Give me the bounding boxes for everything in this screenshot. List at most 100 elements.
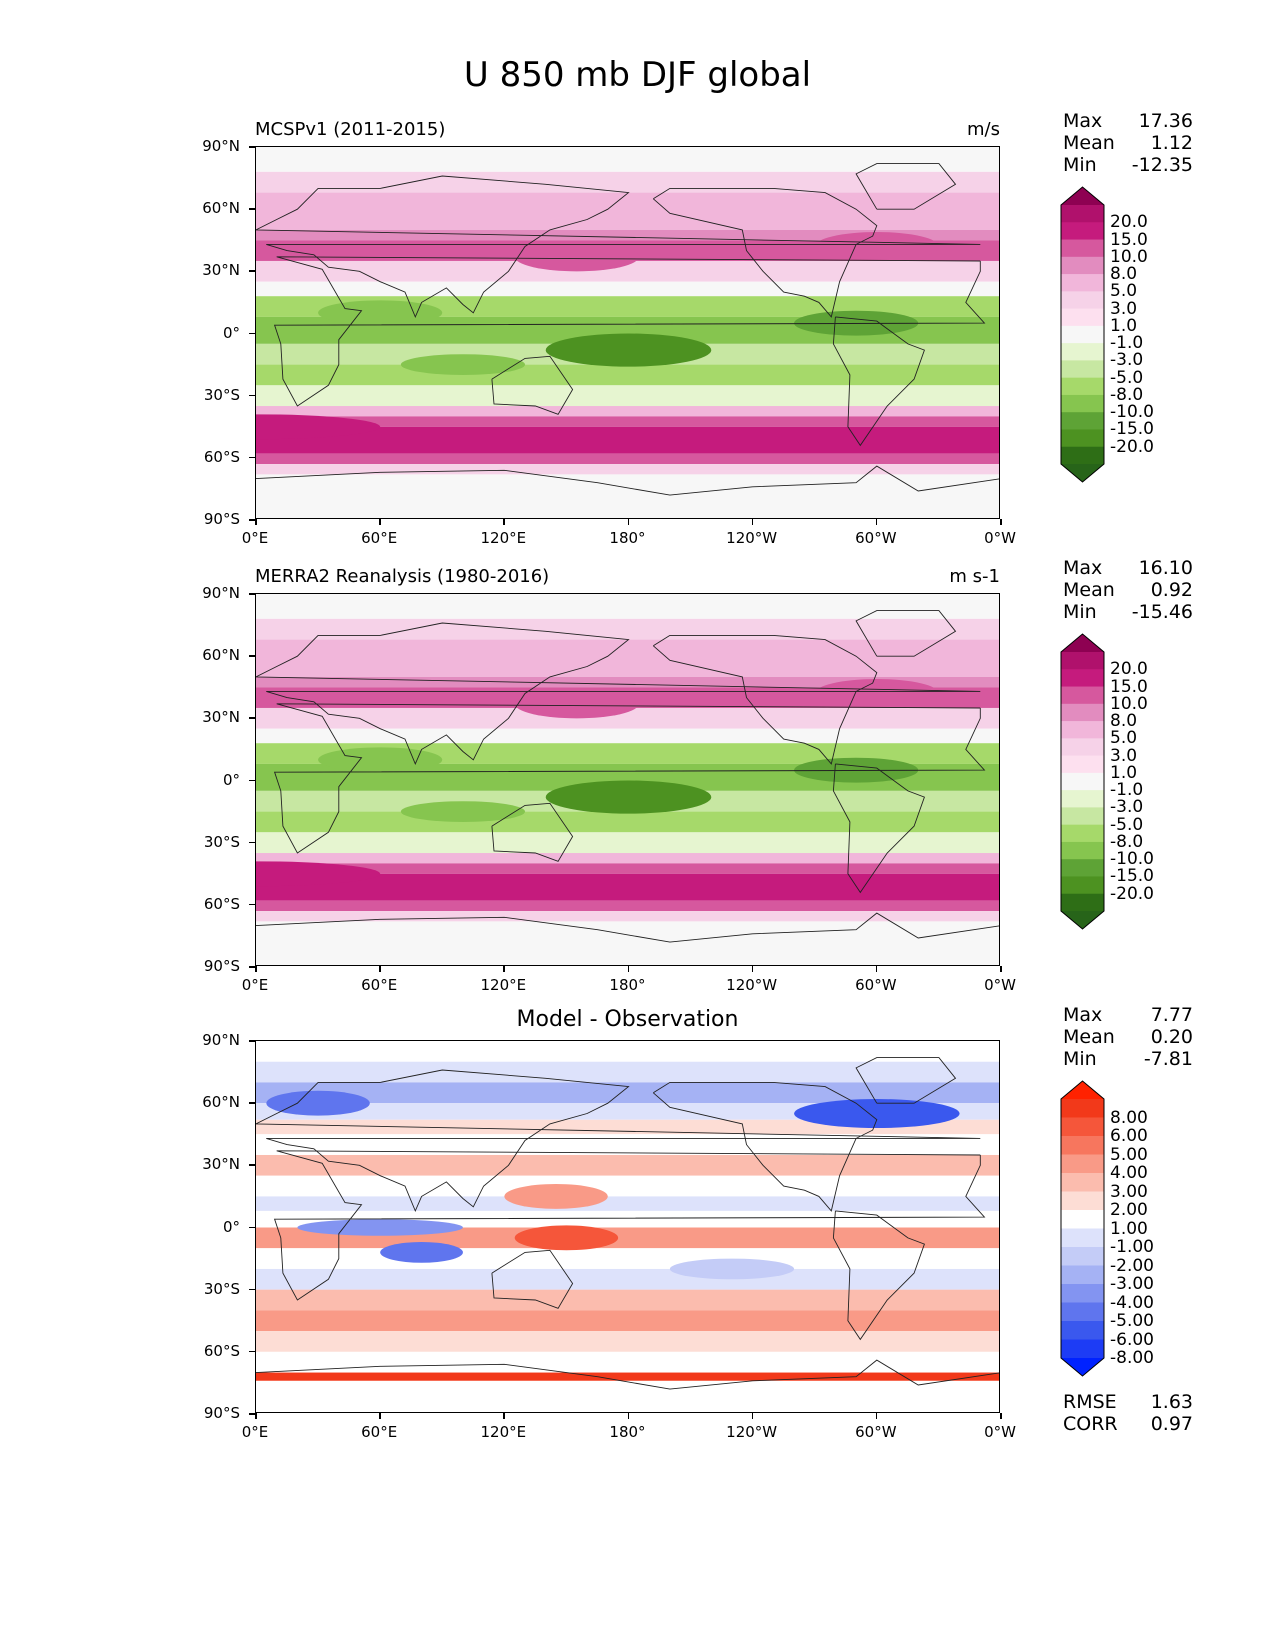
colorbar-tick-label: 2.00: [1110, 1200, 1148, 1220]
colorbar-tick-label: 8.00: [1110, 1107, 1148, 1128]
contour-blob: [256, 861, 381, 887]
colorbar-segment: [1061, 652, 1104, 670]
colorbar-tick-label: -5.0: [1110, 814, 1144, 835]
colorbar-segment: [1061, 1136, 1104, 1155]
lon-tick-label: 0°E: [241, 976, 269, 994]
colorbar-tick-label: -5.0: [1110, 367, 1144, 388]
colorbar-segment: [1061, 859, 1104, 877]
coastline: [855, 1057, 957, 1104]
stat-row: CORR 0.97: [1063, 1413, 1193, 1435]
coastline: [653, 187, 878, 318]
lon-tick-label: 0°E: [241, 1423, 269, 1441]
lon-tick: [255, 519, 257, 525]
colorbar-segment: [1061, 412, 1104, 430]
contour-blob: [400, 354, 526, 375]
stat-label: Min: [1063, 154, 1097, 176]
contour-blob: [669, 1258, 795, 1280]
contour-band: [256, 1175, 999, 1197]
contour-band: [256, 1196, 999, 1211]
colorbar-segment: [1061, 1358, 1104, 1376]
colorbar-segment: [1061, 876, 1104, 895]
stat-row: Min -12.35: [1063, 154, 1193, 176]
colorbar-segment: [1061, 360, 1104, 379]
lat-tick-label: 30°S: [203, 832, 240, 851]
coastline: [273, 1150, 986, 1301]
coastline: [273, 703, 986, 854]
contour-band: [256, 464, 999, 475]
colorbar-tick-label: 3.0: [1110, 745, 1138, 766]
colorbar-tick-label: -20.0: [1110, 436, 1154, 457]
lon-tick-label: 60°E: [361, 976, 398, 994]
colorbar-tick-label: 8.0: [1110, 264, 1138, 285]
lon-tick: [1000, 966, 1002, 972]
lon-tick-label: 120°W: [726, 529, 778, 547]
colorbar-segment: [1061, 1302, 1104, 1322]
colorbar-segment: [1061, 824, 1104, 843]
map-panel: [255, 593, 1000, 966]
lat-tick: [249, 779, 255, 781]
colorbar-segment: [1061, 291, 1104, 310]
contour-band: [256, 618, 999, 640]
colorbar-tick-label: -1.0: [1110, 780, 1144, 801]
lat-tick-label: 30°N: [202, 261, 240, 280]
contour-band: [256, 1248, 999, 1269]
colorbar-segment: [1061, 1117, 1104, 1137]
lat-tick: [249, 456, 255, 459]
colorbar-tick-label: 4.00: [1110, 1163, 1148, 1183]
stats-box: Max 17.36 Mean 1.12 Min -12.35: [1063, 110, 1193, 176]
lat-tick-label: 0°: [222, 770, 240, 789]
contour-band: [256, 364, 999, 386]
colorbar-segment: [1061, 790, 1104, 808]
contour-band: [256, 676, 999, 688]
stat-row: RMSE 1.63: [1063, 1391, 1193, 1413]
lon-tick: [627, 519, 629, 525]
contour-band: [256, 863, 999, 874]
colorbar-outline: [1060, 1080, 1105, 1377]
coastline: [256, 1359, 999, 1390]
lon-tick-label: 0°E: [241, 529, 269, 547]
coastline: [256, 912, 999, 943]
coastline: [832, 763, 925, 894]
colorbar-tick-label: -6.00: [1110, 1329, 1154, 1350]
stat-label: RMSE: [1063, 1391, 1117, 1413]
contour-blob: [814, 678, 939, 708]
colorbar-tick-label: 1.0: [1110, 315, 1138, 336]
contour-band: [256, 229, 999, 241]
panel-title-center: Model - Observation: [516, 1007, 739, 1032]
contour-band: [256, 832, 999, 854]
contour-blob: [514, 1225, 619, 1251]
contour-band: [256, 639, 999, 677]
stat-value: 16.10: [1138, 557, 1193, 579]
coastline: [653, 1081, 878, 1212]
contour-band: [256, 474, 999, 518]
contour-band: [256, 911, 999, 922]
colorbar-segment: [1061, 222, 1104, 241]
panel-units: m s-1: [949, 566, 1000, 587]
lat-tick-label: 90°S: [203, 957, 240, 975]
colorbar-tick-label: -8.0: [1110, 831, 1144, 852]
stat-row: Max 16.10: [1063, 557, 1193, 579]
colorbar-outline: [1060, 186, 1105, 483]
coastline: [855, 610, 957, 657]
stat-value: -12.35: [1131, 154, 1193, 176]
stat-value: -15.46: [1131, 601, 1193, 623]
colorbar-segment: [1061, 256, 1104, 275]
stat-label: CORR: [1063, 1413, 1118, 1435]
contour-band: [256, 1041, 999, 1062]
lon-tick-label: 0°W: [984, 1423, 1016, 1441]
contour-band: [256, 453, 999, 465]
colorbar-tick-label: 20.0: [1110, 659, 1148, 680]
colorbar-tick-label: 1.0: [1110, 762, 1138, 783]
colorbar-segment: [1061, 1339, 1104, 1359]
colorbar-segment: [1061, 634, 1104, 652]
map-panel: [255, 146, 1000, 519]
coastline: [256, 465, 999, 496]
lat-tick: [249, 332, 255, 334]
contour-blob: [545, 333, 712, 367]
contour-band: [256, 728, 999, 744]
lat-tick: [249, 903, 255, 906]
lat-tick-label: 60°S: [203, 1341, 240, 1360]
lat-tick: [249, 1226, 255, 1228]
stat-value: 17.36: [1138, 110, 1193, 132]
lon-tick: [1000, 1413, 1002, 1419]
